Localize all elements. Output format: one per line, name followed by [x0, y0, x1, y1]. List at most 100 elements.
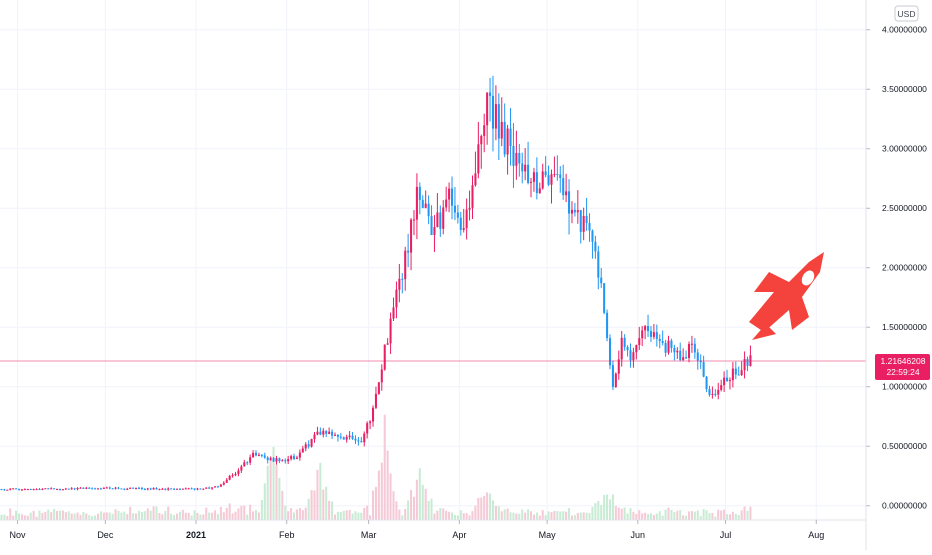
candle-body[interactable] [556, 174, 559, 176]
candle-body[interactable] [53, 488, 56, 490]
candle-body[interactable] [257, 454, 260, 456]
candle-body[interactable] [246, 462, 249, 464]
candle-body[interactable] [582, 216, 585, 232]
candle-body[interactable] [333, 434, 337, 436]
candle-body[interactable] [12, 488, 15, 490]
candle-body[interactable] [366, 423, 369, 434]
candle-body[interactable] [667, 340, 670, 353]
candle-body[interactable] [0, 489, 3, 491]
candle-body[interactable] [67, 488, 70, 490]
candle-body[interactable] [23, 489, 26, 491]
candle-body[interactable] [178, 488, 181, 490]
candle-body[interactable] [222, 482, 225, 485]
candle-body[interactable] [260, 454, 263, 456]
candle-body[interactable] [617, 359, 620, 374]
candle-body[interactable] [524, 164, 527, 172]
candle-body[interactable] [298, 452, 301, 458]
candle-body[interactable] [82, 487, 85, 489]
candle-body[interactable] [726, 377, 729, 382]
candle-body[interactable] [477, 144, 480, 174]
candle-body[interactable] [263, 455, 266, 458]
candle-body[interactable] [430, 216, 433, 235]
candle-body[interactable] [205, 487, 208, 489]
candle-body[interactable] [670, 340, 673, 348]
candle-body[interactable] [658, 338, 661, 342]
candle-body[interactable] [234, 473, 237, 476]
candle-body[interactable] [737, 374, 740, 376]
candle-body[interactable] [538, 188, 541, 194]
candle-body[interactable] [682, 357, 685, 360]
candle-body[interactable] [456, 212, 459, 218]
candle-body[interactable] [562, 178, 565, 196]
candle-body[interactable] [313, 434, 316, 440]
candle-body[interactable] [629, 350, 632, 361]
price-axis[interactable]: 4.00000000 3.50000000 3.00000000 2.50000000… [866, 0, 932, 520]
candle-body[interactable] [158, 489, 161, 491]
candle-body[interactable] [392, 307, 395, 319]
candle-body[interactable] [325, 430, 328, 434]
candle-body[interactable] [225, 479, 228, 483]
candle-body[interactable] [459, 217, 462, 230]
candle-body[interactable] [655, 332, 658, 339]
candle-body[interactable] [17, 489, 21, 491]
candle-body[interactable] [70, 488, 73, 490]
candle-body[interactable] [720, 385, 723, 390]
candle-body[interactable] [576, 210, 579, 213]
candle-body[interactable] [50, 488, 53, 490]
candle-body[interactable] [436, 212, 439, 228]
candle-body[interactable] [237, 470, 240, 474]
candle-body[interactable] [731, 368, 734, 381]
candle-body[interactable] [32, 489, 35, 491]
candle-body[interactable] [208, 487, 211, 489]
candle-body[interactable] [252, 452, 255, 458]
candle-body[interactable] [108, 487, 111, 489]
candle-body[interactable] [3, 489, 6, 491]
candle-body[interactable] [129, 487, 132, 489]
candle-body[interactable] [690, 343, 693, 345]
candle-body[interactable] [734, 368, 737, 375]
candle-body[interactable] [512, 146, 515, 166]
candle-body[interactable] [146, 488, 149, 490]
candle-body[interactable] [679, 350, 682, 360]
candle-body[interactable] [453, 205, 456, 213]
candle-body[interactable] [711, 393, 714, 395]
candle-body[interactable] [155, 488, 158, 490]
candle-body[interactable] [696, 352, 699, 361]
candle-body[interactable] [91, 488, 94, 490]
candle-body[interactable] [322, 430, 325, 435]
candle-body[interactable] [29, 489, 32, 491]
candle-body[interactable] [606, 312, 609, 339]
candle-body[interactable] [35, 489, 38, 491]
candle-body[interactable] [407, 250, 410, 253]
candle-body[interactable] [661, 341, 664, 343]
candle-body[interactable] [132, 487, 135, 489]
candle-body[interactable] [371, 407, 375, 422]
candle-body[interactable] [676, 350, 679, 353]
candle-body[interactable] [126, 488, 129, 490]
candle-body[interactable] [319, 431, 322, 435]
candle-body[interactable] [620, 337, 623, 360]
candle-body[interactable] [740, 370, 743, 376]
candle-body[interactable] [293, 456, 296, 459]
candle-body[interactable] [439, 212, 442, 229]
candle-body[interactable] [494, 104, 497, 129]
candle-body[interactable] [421, 199, 424, 208]
candle-body[interactable] [374, 393, 377, 408]
candle-body[interactable] [415, 186, 418, 220]
candle-body[interactable] [649, 331, 652, 337]
candle-body[interactable] [175, 488, 179, 490]
candle-body[interactable] [383, 344, 386, 370]
candle-body[interactable] [15, 488, 18, 490]
candle-body[interactable] [307, 444, 310, 447]
candle-body[interactable] [143, 489, 146, 491]
candle-body[interactable] [743, 358, 746, 371]
candle-body[interactable] [603, 283, 606, 313]
candle-body[interactable] [395, 289, 398, 308]
candle-body[interactable] [547, 175, 550, 185]
candle-body[interactable] [483, 125, 486, 136]
candle-body[interactable] [398, 278, 401, 290]
candle-body[interactable] [243, 462, 246, 467]
candle-body[interactable] [600, 277, 603, 284]
candle-body[interactable] [450, 188, 454, 206]
candle-body[interactable] [647, 326, 650, 332]
